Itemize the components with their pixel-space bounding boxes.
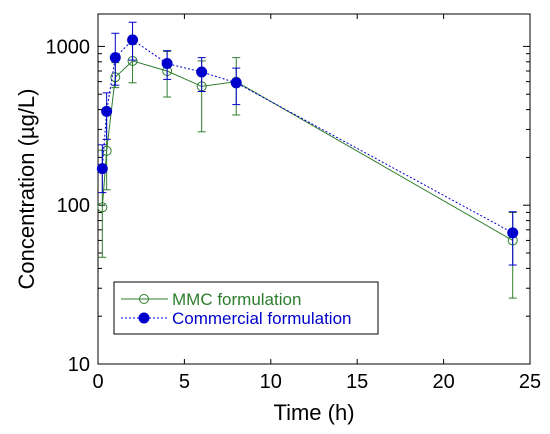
y-tick-label: 100	[57, 195, 90, 217]
legend-label: MMC formulation	[172, 290, 301, 309]
x-tick-label: 0	[92, 371, 103, 393]
series-commercial	[96, 21, 519, 266]
data-point	[97, 202, 108, 213]
data-point	[127, 34, 139, 46]
error-bar	[508, 211, 517, 266]
legend-marker	[139, 294, 149, 304]
legend-item: Commercial formulation	[121, 309, 352, 328]
plot-frame	[97, 13, 531, 365]
y-tick-label: 1000	[46, 36, 91, 58]
data-point	[101, 105, 113, 117]
data-point	[196, 66, 208, 78]
x-tick-label: 25	[519, 371, 541, 393]
data-point	[230, 77, 242, 89]
data-point	[161, 58, 173, 70]
series-line	[101, 39, 513, 234]
x-axis-label: Time (h)	[273, 400, 354, 425]
y-tick-label: 10	[68, 354, 90, 376]
x-tick-label: 5	[179, 371, 190, 393]
legend-label: Commercial formulation	[172, 309, 352, 328]
x-tick-label: 20	[432, 371, 454, 393]
data-point	[109, 52, 121, 64]
series-mmc	[97, 43, 518, 299]
data-point	[96, 163, 108, 175]
legend-item: MMC formulation	[121, 290, 301, 309]
legend-marker	[138, 312, 150, 324]
legend-box	[113, 281, 379, 335]
y-axis-label: Concentration (µg/L)	[14, 89, 39, 290]
series-line	[101, 60, 513, 241]
tick-marks	[97, 14, 531, 365]
x-tick-label: 10	[260, 371, 282, 393]
series-layer	[96, 21, 519, 299]
tick-labels: 0 5 10 15 20 25 10 100 1000	[46, 36, 542, 393]
data-point	[507, 227, 519, 239]
x-tick-label: 15	[346, 371, 368, 393]
